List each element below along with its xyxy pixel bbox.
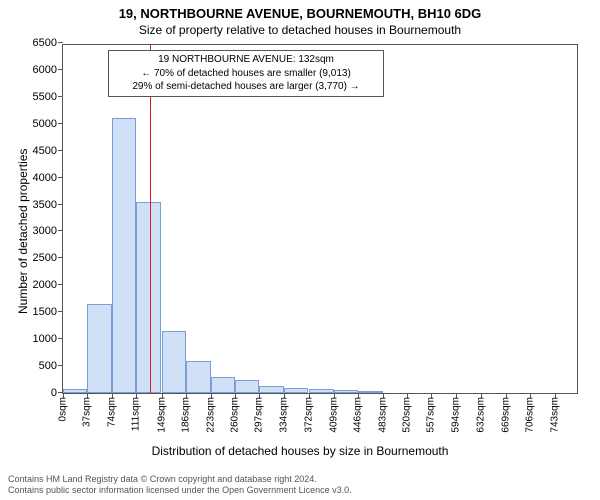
property-marker-line [150,45,151,393]
annotation-line1: 19 NORTHBOURNE AVENUE: 132sqm [115,53,377,67]
x-tick-label: 446sqm [353,397,364,433]
y-tick-label: 6000 [33,64,57,76]
x-tick-label: 223sqm [205,397,216,433]
x-tick-label: 260sqm [230,397,241,433]
y-tick-label: 3500 [33,199,57,211]
x-tick-label: 520sqm [402,397,413,433]
title-line1: 19, NORTHBOURNE AVENUE, BOURNEMOUTH, BH1… [0,6,600,21]
x-tick-label: 669sqm [500,397,511,433]
y-tick-label: 1500 [33,306,57,318]
x-tick-label: 594sqm [450,397,461,433]
y-tick-label: 1000 [33,333,57,345]
x-tick-label: 483sqm [377,397,388,433]
y-tick-label: 0 [51,387,57,399]
x-tick-label: 74sqm [106,397,117,427]
annotation-box: 19 NORTHBOURNE AVENUE: 132sqm ← 70% of d… [108,50,384,97]
x-tick-label: 557sqm [426,397,437,433]
y-tick-label: 4000 [33,172,57,184]
annotation-line3: 29% of semi-detached houses are larger (… [115,80,377,94]
footer-line1: Contains HM Land Registry data © Crown c… [8,474,592,485]
x-tick-label: 0sqm [58,397,69,421]
footer-credits: Contains HM Land Registry data © Crown c… [8,474,592,497]
title-line2: Size of property relative to detached ho… [0,23,600,37]
y-tick-label: 4500 [33,145,57,157]
histogram-bar [309,389,333,393]
y-tick-label: 5500 [33,91,57,103]
x-tick-label: 409sqm [328,397,339,433]
histogram-bar [87,304,111,393]
x-tick-label: 372sqm [304,397,315,433]
histogram-bar [358,391,382,393]
histogram-bar [211,377,235,393]
annotation-line2: ← 70% of detached houses are smaller (9,… [115,67,377,81]
y-tick-label: 2000 [33,279,57,291]
chart-titles: 19, NORTHBOURNE AVENUE, BOURNEMOUTH, BH1… [0,0,600,37]
y-tick-label: 5000 [33,118,57,130]
histogram-bar [112,118,136,393]
x-tick-label: 334sqm [278,397,289,433]
x-tick-label: 149sqm [156,397,167,433]
y-tick-label: 6500 [33,37,57,49]
footer-line2: Contains public sector information licen… [8,485,592,496]
x-axis-label: Distribution of detached houses by size … [0,444,600,458]
x-tick-label: 706sqm [525,397,536,433]
y-tick-label: 2500 [33,252,57,264]
histogram-bar [259,386,283,393]
x-tick-label: 37sqm [82,397,93,427]
histogram-bar [63,389,87,393]
histogram-bar [162,331,186,393]
histogram-bar [284,388,308,393]
y-axis-label: Number of detached properties [16,149,30,314]
x-tick-label: 632sqm [476,397,487,433]
histogram-bar [334,390,358,393]
x-tick-label: 186sqm [181,397,192,433]
x-tick-label: 111sqm [131,397,142,431]
y-tick-label: 500 [39,360,57,372]
x-tick-label: 297sqm [254,397,265,433]
y-tick-label: 3000 [33,225,57,237]
histogram-bar [186,361,210,393]
histogram-bar [235,380,259,393]
x-tick-label: 743sqm [549,397,560,433]
histogram-bar [136,202,160,393]
chart-plot-area: 0500100015002000250030003500400045005000… [62,44,578,394]
